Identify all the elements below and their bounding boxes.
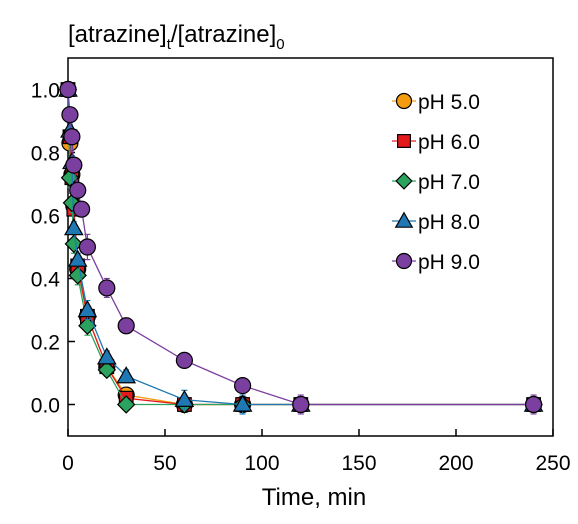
x-tick-label: 250 (535, 452, 570, 475)
data-point-series-4 (98, 279, 116, 297)
legend-label: pH 5.0 (418, 91, 480, 114)
y-tick-label: 0.8 (31, 143, 60, 166)
y-tick-label: 0.2 (31, 332, 60, 355)
y-tick-label: 0.0 (31, 395, 60, 418)
y-axis-title: [atrazine]t/[atrazine]0 (68, 21, 285, 53)
data-point-series-2 (62, 193, 82, 213)
legend-label: pH 7.0 (418, 171, 480, 194)
data-point-series-3 (77, 299, 98, 318)
data-point-series-3 (174, 389, 195, 407)
legend-marker (395, 92, 413, 110)
data-point-series-2 (116, 395, 136, 414)
y-tick-label: 0.4 (31, 269, 61, 292)
data-point-series-4 (292, 395, 310, 414)
legend-label: pH 9.0 (418, 251, 480, 274)
data-point-series-4 (63, 128, 81, 146)
data-point-series-3 (232, 394, 253, 412)
data-point-series-4 (524, 395, 543, 414)
y-tick-label: 0.6 (31, 206, 60, 229)
y-tick-label: 1.0 (31, 80, 60, 103)
data-point-series-4 (72, 200, 91, 218)
data-point-series-3 (96, 347, 117, 365)
plot-layer: 0 50 100 150 200 250 0.0 0.2 0.4 0.6 0.8 1.0 pH 5.0 p… (31, 57, 571, 475)
data-point-series-4 (61, 106, 79, 124)
legend-marker (394, 211, 414, 228)
y-axis-title-text-2: /[atrazine] (171, 21, 276, 48)
data-point-series-4 (175, 351, 193, 369)
x-tick-label: 100 (244, 452, 279, 475)
data-point-series-2 (97, 360, 117, 380)
plot-frame (67, 57, 554, 437)
x-tick-label: 150 (341, 452, 376, 475)
data-point-series-4 (65, 156, 83, 174)
legend-marker (395, 252, 413, 270)
y-axis-title-text: [atrazine] (68, 21, 167, 48)
data-point-series-4 (117, 317, 135, 335)
legend-marker (395, 172, 413, 190)
legend-label: pH 8.0 (418, 211, 480, 234)
y-axis-title-subscript-t: t (167, 36, 172, 53)
data-point-series-4 (234, 377, 252, 395)
data-point-series-2 (64, 234, 84, 254)
data-point-series-3 (63, 218, 84, 236)
legend-label: pH 6.0 (418, 131, 480, 154)
data-point-series-4 (69, 181, 87, 199)
data-point-series-3 (116, 366, 137, 384)
legend-marker (397, 134, 411, 148)
x-tick-label: 200 (438, 452, 473, 475)
x-axis-title: Time, min (262, 484, 366, 511)
data-point-series-4 (78, 238, 97, 256)
x-tick-label: 0 (62, 452, 74, 475)
data-point-series-4 (59, 80, 77, 99)
y-axis-title-subscript-0: 0 (276, 36, 284, 53)
x-tick-label: 50 (153, 452, 176, 475)
data-point-series-3 (67, 249, 88, 267)
